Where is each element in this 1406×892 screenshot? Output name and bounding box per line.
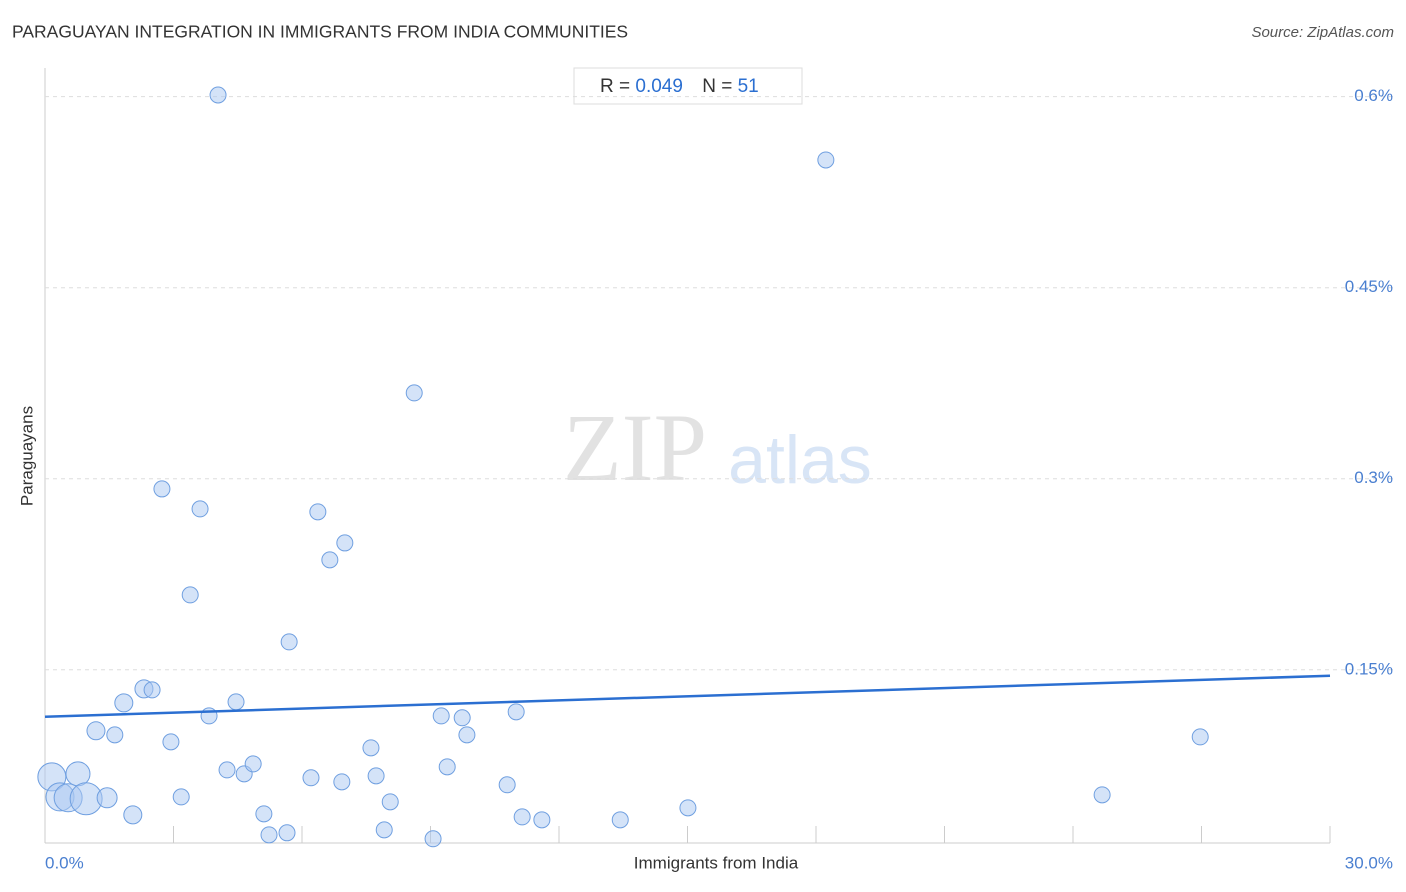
point [424, 830, 442, 848]
point [114, 693, 134, 713]
point [498, 776, 516, 794]
point [280, 633, 298, 651]
stat-label: N = [702, 76, 732, 97]
stat-value: 0.049 [635, 76, 683, 97]
point [106, 726, 124, 744]
watermark: ZIP [563, 394, 707, 501]
point [381, 793, 399, 811]
point [309, 503, 327, 521]
point [162, 733, 180, 751]
point [172, 788, 190, 806]
y-tick-label: 0.3% [1354, 468, 1393, 487]
point [218, 761, 236, 779]
point [367, 767, 385, 785]
point [278, 824, 296, 842]
point [507, 703, 525, 721]
x-tick-label: 0.0% [45, 853, 84, 872]
point [611, 811, 629, 829]
y-tick-label: 0.6% [1354, 86, 1393, 105]
point [336, 534, 354, 552]
y-tick-label: 0.45% [1345, 277, 1393, 296]
point [533, 811, 551, 829]
x-axis-title: Immigrants from India [634, 853, 799, 872]
point [227, 693, 245, 711]
point [1093, 786, 1111, 804]
point [302, 769, 320, 787]
x-tick-label: 30.0% [1345, 853, 1393, 872]
point [255, 805, 273, 823]
point [96, 787, 118, 809]
point [153, 480, 171, 498]
point [438, 758, 456, 776]
point [260, 826, 278, 844]
point [405, 384, 423, 402]
point [244, 755, 262, 773]
y-tick-label: 0.15% [1345, 659, 1393, 678]
point [123, 805, 143, 825]
trend-line [44, 674, 1331, 719]
point [513, 808, 531, 826]
point [65, 761, 91, 787]
point [181, 586, 199, 604]
point [321, 551, 339, 569]
point [209, 86, 227, 104]
stat-value: 51 [738, 76, 759, 97]
point [362, 739, 380, 757]
point [679, 799, 697, 817]
stat-label: R = [600, 76, 630, 97]
point [432, 707, 450, 725]
point [191, 500, 209, 518]
stats-box [573, 67, 803, 105]
point [1191, 728, 1209, 746]
point [453, 709, 471, 727]
y-axis-title: Paraguayans [17, 406, 36, 506]
chart-title: PARAGUAYAN INTEGRATION IN IMMIGRANTS FRO… [12, 22, 628, 42]
watermark: atlas [728, 422, 872, 498]
point [375, 821, 393, 839]
point [333, 773, 351, 791]
point [143, 681, 161, 699]
source: Source: ZipAtlas.com [1251, 24, 1394, 41]
stats: R = 0.049 N = 51 [600, 76, 759, 97]
point [817, 151, 835, 169]
point [458, 726, 476, 744]
point [86, 721, 106, 741]
